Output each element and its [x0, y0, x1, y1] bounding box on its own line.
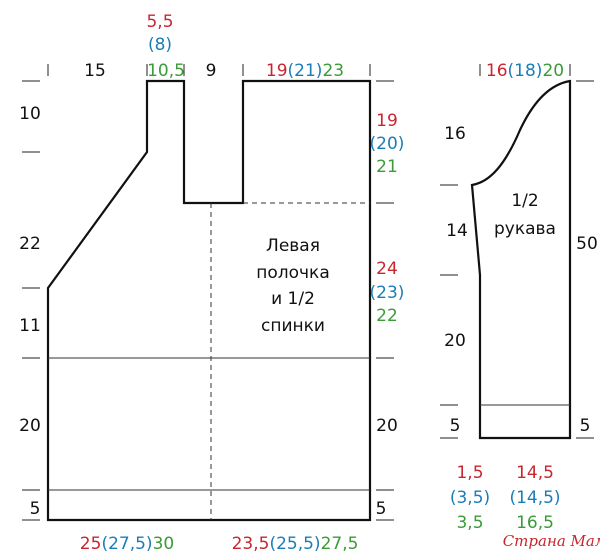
piece-label: и 1/2: [271, 289, 315, 309]
dim: 16,5: [516, 513, 554, 533]
dim: (3,5): [450, 488, 490, 508]
dim: 5: [450, 416, 461, 436]
tick-marks: [440, 64, 594, 439]
dim: 16: [444, 124, 466, 144]
dim: 21: [376, 157, 398, 177]
dim: 5: [376, 499, 387, 519]
dim: 5,5: [146, 12, 173, 32]
dim: 3,5: [456, 513, 483, 533]
sleeve-piece: 16(18)20 16 14 20 5 50 5 1/2 рукава 1,5 …: [440, 61, 598, 533]
dim: 14: [446, 221, 468, 241]
dim: 19: [376, 111, 398, 131]
piece-label: Левая: [266, 236, 320, 256]
dim: 19(21)23: [266, 61, 344, 81]
dim: (20): [370, 134, 405, 154]
dim: (23): [370, 283, 405, 303]
dim: 10,5: [147, 61, 185, 81]
dim: 10: [19, 104, 41, 124]
dim: 16(18)20: [486, 61, 564, 81]
dim: (8): [148, 35, 172, 55]
dim: 20: [19, 416, 41, 436]
tick-marks: [22, 64, 394, 521]
dim: 24: [376, 259, 398, 279]
piece-label: рукава: [494, 219, 556, 239]
dim: 25(27,5)30: [80, 534, 174, 554]
sleeve-outline: [470, 79, 572, 440]
dim: 9: [206, 61, 217, 81]
dim: 1,5: [456, 463, 483, 483]
dim: 22: [376, 306, 398, 326]
piece-label: 1/2: [511, 191, 538, 211]
dim: 20: [444, 331, 466, 351]
dim: 50: [576, 234, 598, 254]
front-outline: [46, 79, 372, 522]
dim: (14,5): [509, 488, 560, 508]
dim: 23,5(25,5)27,5: [232, 534, 359, 554]
dim: 5: [580, 416, 591, 436]
dim: 11: [19, 316, 41, 336]
dim: 22: [19, 234, 41, 254]
piece-label: полочка: [256, 263, 330, 283]
watermark: Страна Мам: [503, 532, 600, 550]
piece-label: спинки: [261, 316, 325, 336]
dim: 5: [30, 499, 41, 519]
dim: 14,5: [516, 463, 554, 483]
dim: 20: [376, 416, 398, 436]
front-piece: 15 5,5 (8) 10,5 9 19(21)23 10 22 11 20 5…: [19, 12, 404, 554]
dim: 15: [84, 61, 106, 81]
